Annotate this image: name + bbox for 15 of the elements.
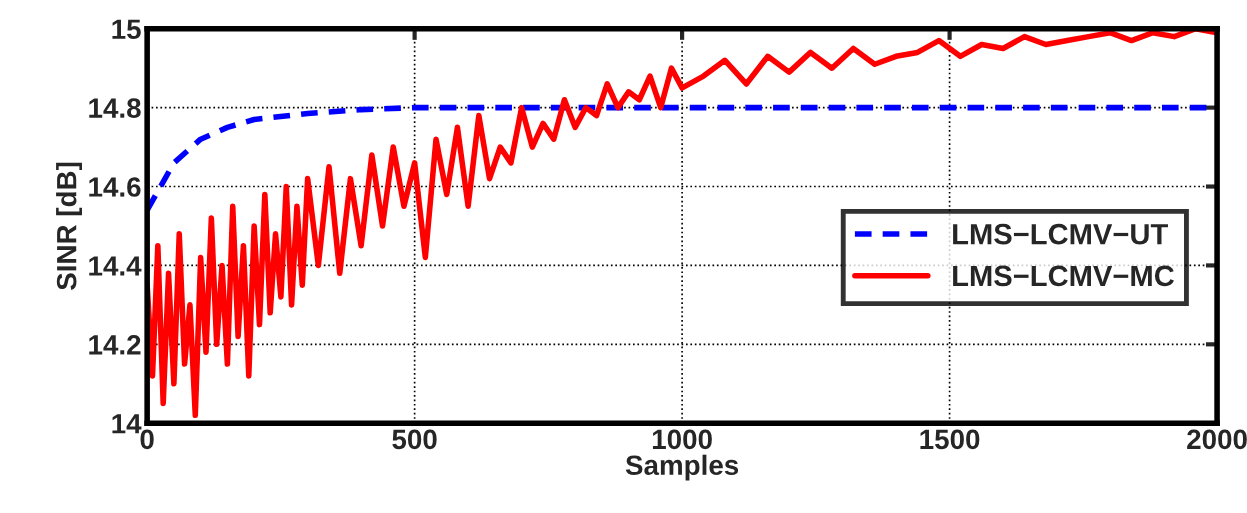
y-tick-label: 14.4 — [89, 256, 142, 276]
x-axis-title: Samples — [625, 454, 739, 481]
legend-label: LMS−LCMV−UT — [953, 223, 1168, 245]
y-axis-title: SINR [dB] — [56, 162, 82, 290]
y-tick-label: 14.6 — [89, 177, 141, 197]
y-tick-label: 15 — [112, 19, 141, 40]
y-tick-label: 14 — [112, 414, 142, 434]
x-tick-label: 0 — [140, 429, 154, 450]
x-tick-label: 2000 — [1187, 429, 1247, 450]
x-tick-label: 1500 — [920, 429, 980, 450]
y-tick-label: 14.8 — [89, 98, 141, 118]
x-tick-label: 500 — [392, 429, 437, 450]
x-tick-label: 1000 — [652, 429, 712, 450]
y-tick-label: 14.2 — [89, 334, 141, 355]
legend-label: LMS−LCMV−MC — [953, 265, 1174, 287]
